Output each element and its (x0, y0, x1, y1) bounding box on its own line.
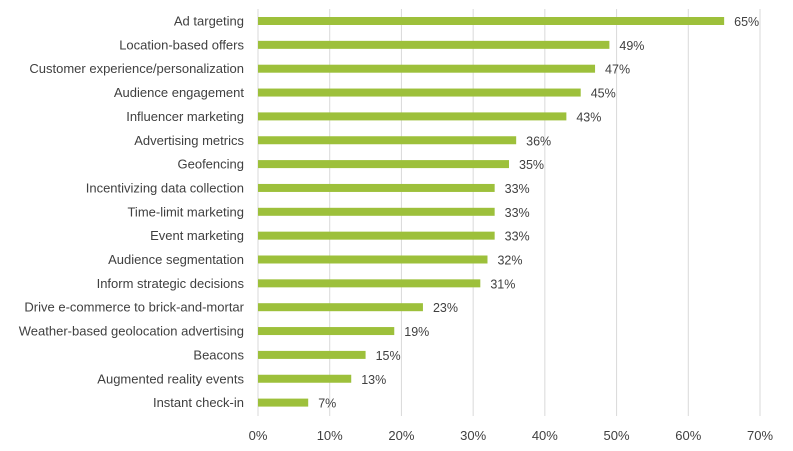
data-label: 13% (361, 373, 386, 387)
bar (258, 207, 495, 216)
data-label: 33% (505, 230, 530, 244)
bar (258, 160, 509, 169)
category-label: Event marketing (150, 228, 244, 243)
data-label: 65% (734, 15, 759, 29)
data-label: 33% (505, 206, 530, 220)
data-label: 15% (376, 349, 401, 363)
bar (258, 303, 423, 312)
data-label: 45% (591, 87, 616, 101)
bar (258, 279, 481, 288)
bar (258, 374, 352, 383)
bar (258, 327, 395, 336)
category-label: Location-based offers (119, 37, 244, 52)
data-label: 32% (497, 254, 522, 268)
bar (258, 136, 517, 145)
category-label: Audience engagement (114, 85, 244, 100)
bar (258, 17, 725, 25)
x-tick-label: 60% (675, 428, 701, 443)
category-label: Weather-based geolocation advertising (19, 324, 244, 339)
category-label: Beacons (193, 347, 244, 362)
x-tick-label: 40% (532, 428, 558, 443)
bar (258, 398, 309, 407)
category-label: Time-limit marketing (127, 204, 244, 219)
category-labels: Ad targeting Location-based offers Custome… (19, 14, 245, 411)
x-tick-label: 20% (388, 428, 414, 443)
category-label: Inform strategic decisions (97, 276, 245, 291)
category-label: Influencer marketing (126, 109, 244, 124)
data-label: 19% (404, 325, 429, 339)
data-label: 35% (519, 158, 544, 172)
bar (258, 350, 366, 359)
data-label: 23% (433, 301, 458, 315)
data-label: 36% (526, 134, 551, 148)
bar (258, 231, 495, 240)
x-axis-tick-labels: 0% 10% 20% 30% 40% 50% 60% 70% (249, 428, 774, 443)
x-tick-label: 0% (249, 428, 268, 443)
category-label: Instant check-in (153, 395, 244, 410)
category-label: Incentivizing data collection (86, 180, 244, 195)
x-tick-label: 50% (604, 428, 630, 443)
category-label: Ad targeting (174, 14, 244, 29)
category-label: Audience segmentation (108, 252, 244, 267)
x-tick-label: 10% (317, 428, 343, 443)
data-labels: 65% 49% 47% 45% 43% 36% 35% 33% 33% 33% 32% 31% 23% 1… (318, 15, 759, 411)
data-label: 7% (318, 397, 336, 411)
data-label: 43% (576, 110, 601, 124)
bar (258, 112, 567, 121)
category-label: Advertising metrics (134, 133, 244, 148)
category-label: Drive e-commerce to brick-and-mortar (24, 300, 244, 315)
data-label: 49% (619, 39, 644, 53)
bar (258, 88, 581, 97)
data-label: 33% (505, 182, 530, 196)
x-tick-label: 70% (747, 428, 773, 443)
data-label: 31% (490, 277, 515, 291)
category-label: Augmented reality events (97, 371, 244, 386)
bars (258, 17, 725, 407)
bar (258, 64, 596, 73)
bar (258, 40, 610, 49)
data-label: 47% (605, 63, 630, 77)
bar (258, 255, 488, 264)
x-tick-label: 30% (460, 428, 486, 443)
bar (258, 183, 495, 192)
category-label: Geofencing (178, 157, 245, 172)
category-label: Customer experience/personalization (29, 61, 244, 76)
